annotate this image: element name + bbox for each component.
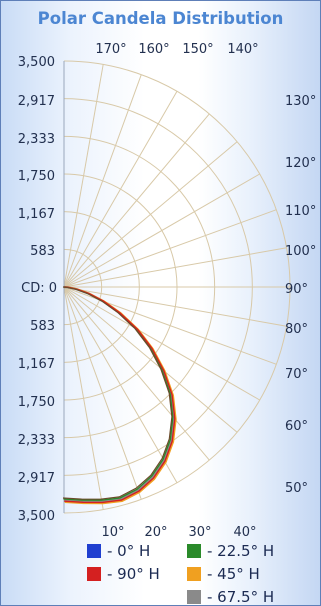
grid-spoke	[63, 74, 142, 288]
grid-spoke	[63, 209, 277, 288]
grid-spoke	[63, 286, 260, 401]
radial-tick-label: 1,750	[18, 395, 55, 410]
bottom-angle-label: 30°	[188, 525, 211, 540]
axis-labels: 3,500 2,917 2,333 1,750 1,167 583 583 1,167 1,75…	[18, 42, 317, 540]
legend-swatch-gray	[187, 590, 201, 604]
legend-label-22-5h: - 22.5° H	[207, 542, 275, 560]
radial-tick-label: 583	[30, 244, 55, 259]
right-angle-label: 50°	[285, 481, 308, 496]
legend-swatch-green	[187, 544, 201, 558]
legend-label-90h: - 90° H	[107, 565, 160, 583]
grid-spoke	[63, 113, 210, 288]
radial-tick-label: 2,333	[18, 433, 55, 448]
top-angle-label: 160°	[138, 42, 169, 57]
legend-label-0h: - 0° H	[107, 542, 151, 560]
grid-spoke	[63, 286, 178, 483]
grid-spoke	[63, 91, 178, 288]
curve-22-5h	[63, 286, 174, 501]
legend-label-67-5h: - 67.5° H	[207, 588, 275, 606]
radial-tick-label: 3,500	[18, 509, 55, 524]
top-angle-label: 140°	[227, 42, 258, 57]
right-angle-label: 100°	[285, 244, 316, 259]
right-angle-label: 110°	[285, 204, 316, 219]
legend-swatch-red	[87, 567, 101, 581]
radial-tick-label: 1,167	[18, 207, 55, 222]
candela-curves	[62, 285, 177, 505]
radial-tick-label: 2,917	[18, 471, 55, 486]
radial-unit-label: CD: 0	[21, 281, 57, 296]
right-angle-label: 130°	[285, 94, 316, 109]
radial-tick-label: 2,917	[18, 94, 55, 109]
bottom-angle-label: 20°	[144, 525, 167, 540]
radial-tick-label: 1,167	[18, 357, 55, 372]
legend-item-90h: - 90° H	[87, 564, 160, 584]
legend-swatch-orange	[187, 567, 201, 581]
legend-label-45h: - 45° H	[207, 565, 260, 583]
radial-tick-label: 2,333	[18, 132, 55, 147]
right-angle-label: 70°	[285, 367, 308, 382]
right-angle-label: 90°	[285, 282, 308, 297]
curve-0h	[62, 286, 173, 500]
polar-grid	[63, 60, 291, 514]
radial-tick-label: 3,500	[18, 55, 55, 70]
grid-spoke	[63, 286, 287, 327]
legend-item-22-5h: - 22.5° H	[187, 541, 274, 561]
grid-spoke	[63, 286, 142, 500]
right-angle-label: 120°	[285, 156, 316, 171]
bottom-angle-label: 40°	[233, 525, 256, 540]
grid-spoke	[63, 286, 210, 461]
right-angle-label: 60°	[285, 419, 308, 434]
legend-item-0h: - 0° H	[87, 541, 150, 561]
right-angle-label: 80°	[285, 322, 308, 337]
curve-90h	[64, 286, 176, 504]
grid-spoke	[63, 247, 287, 288]
grid-spoke	[63, 173, 260, 288]
top-angle-label: 170°	[95, 42, 126, 57]
radial-tick-label: 1,750	[18, 169, 55, 184]
radial-tick-label: 583	[30, 319, 55, 334]
legend-item-67-5h: - 67.5° H	[187, 587, 275, 606]
bottom-angle-label: 10°	[101, 525, 124, 540]
chart-title: Polar Candela Distribution	[37, 9, 284, 28]
grid-spoke	[63, 286, 238, 433]
grid-spoke	[63, 286, 104, 510]
top-angle-label: 150°	[182, 42, 213, 57]
legend-swatch-blue	[87, 544, 101, 558]
grid-spoke	[63, 141, 238, 288]
grid-spoke	[63, 64, 104, 288]
legend-item-45h: - 45° H	[187, 564, 260, 584]
